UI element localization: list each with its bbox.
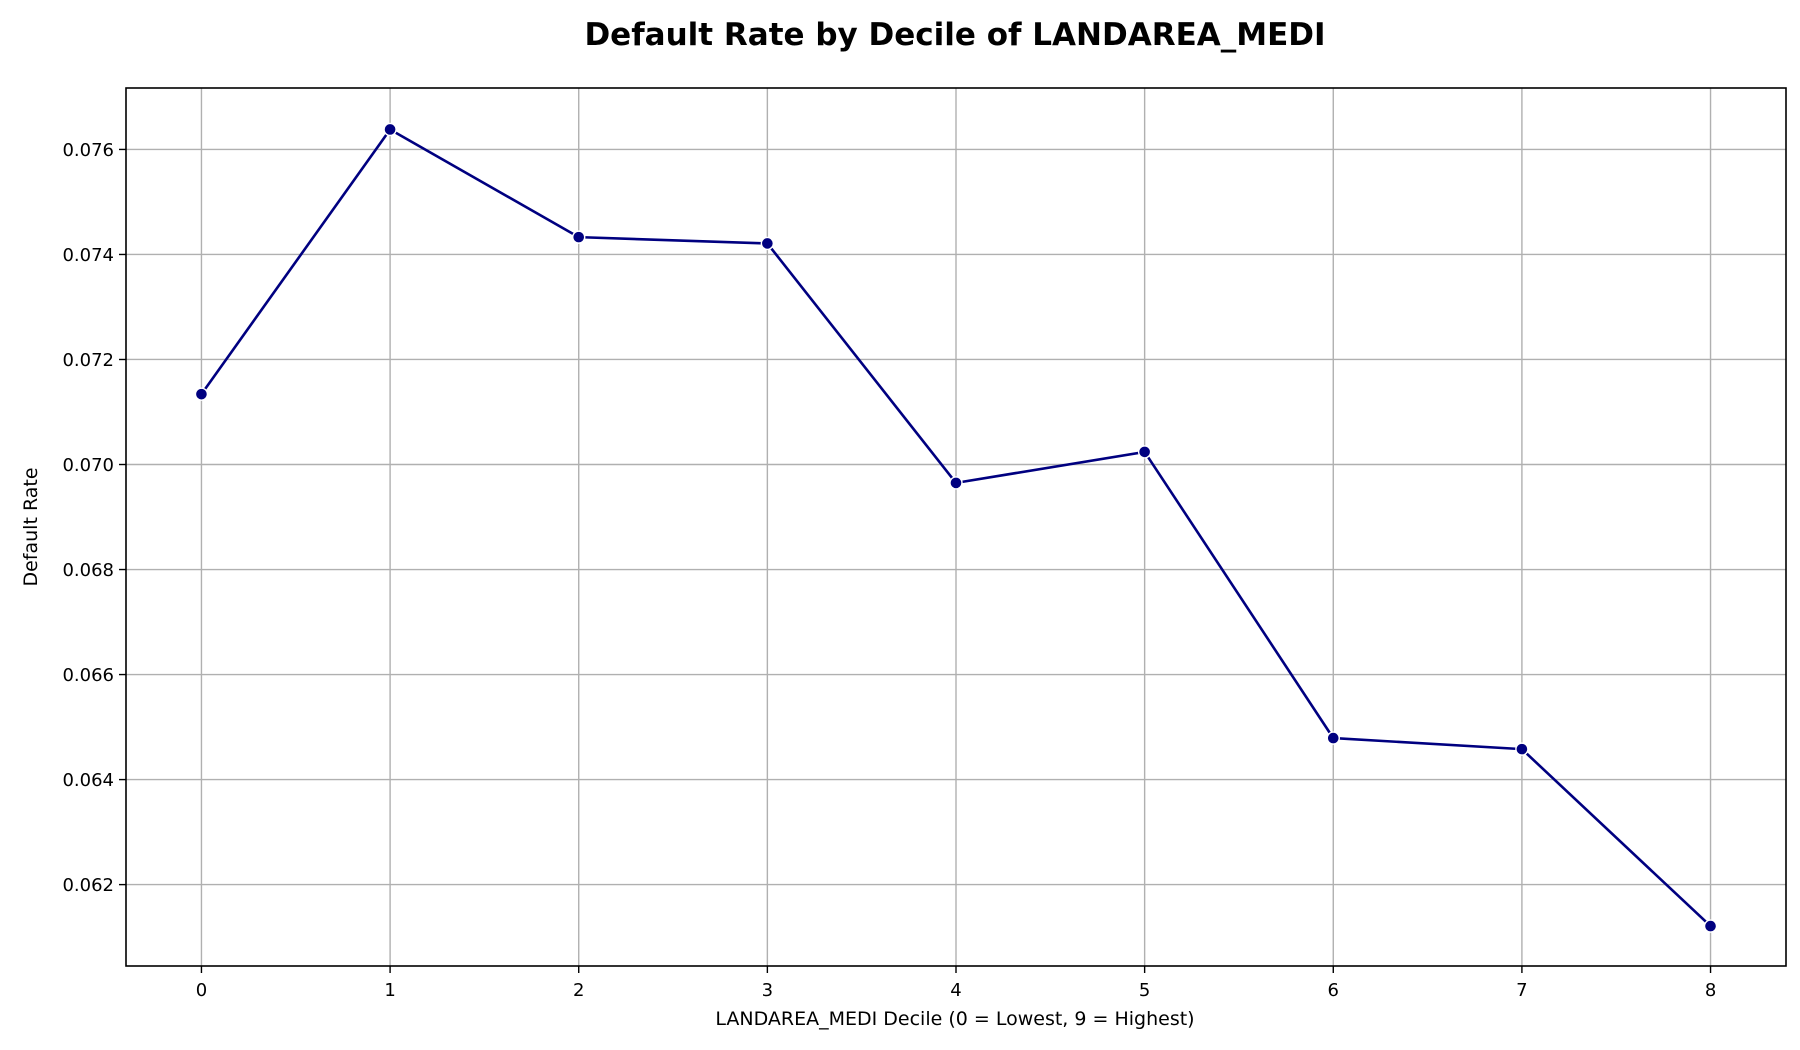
x-tick-label: 0 (196, 980, 207, 1001)
x-tick-label: 7 (1516, 980, 1527, 1001)
x-tick-label: 6 (1328, 980, 1339, 1001)
x-tick-label: 8 (1705, 980, 1716, 1001)
data-point (194, 387, 209, 401)
data-point (760, 236, 775, 251)
data-point (949, 476, 963, 490)
x-tick-label: 5 (1139, 980, 1150, 1001)
y-tick-label: 0.062 (62, 875, 114, 896)
x-tick-label: 3 (762, 980, 773, 1001)
y-tick-label: 0.074 (62, 245, 114, 266)
chart-title: Default Rate by Decile of LANDAREA_MEDI (584, 17, 1325, 53)
data-point (1137, 445, 1152, 459)
data-point (1515, 742, 1529, 756)
x-axis-label: LANDAREA_MEDI Decile (0 = Lowest, 9 = Hi… (715, 1008, 1194, 1030)
x-axis-ticks: 0 1 2 3 4 5 6 7 8 (196, 966, 1716, 1001)
y-tick-label: 0.076 (62, 140, 114, 161)
data-points (194, 122, 1718, 933)
x-tick-label: 1 (384, 980, 395, 1001)
y-tick-label: 0.064 (62, 770, 114, 791)
y-tick-label: 0.068 (62, 560, 114, 581)
grid-lines (126, 88, 1786, 966)
data-point (572, 230, 586, 244)
x-tick-label: 4 (950, 980, 961, 1001)
x-tick-label: 2 (573, 980, 584, 1001)
data-point (1703, 919, 1718, 933)
y-axis-label: Default Rate (20, 467, 42, 586)
y-axis-ticks: 0.062 0.064 0.066 0.068 0.070 0.072 0.074 0.076 (62, 140, 126, 896)
data-point (383, 122, 397, 137)
y-tick-label: 0.066 (62, 665, 114, 686)
y-tick-label: 0.072 (62, 350, 114, 371)
data-point (1326, 731, 1340, 745)
y-tick-label: 0.070 (62, 455, 114, 476)
